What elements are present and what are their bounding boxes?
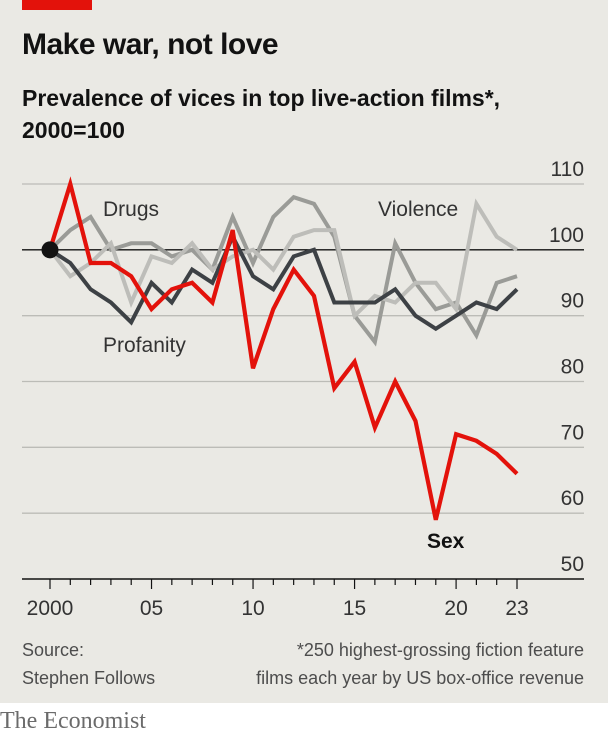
baseline-origin-dot	[41, 241, 59, 259]
x-tick-label: 15	[343, 597, 366, 620]
series-label-profanity: Profanity	[103, 334, 186, 357]
source-line-2: Stephen Follows	[22, 668, 156, 688]
series-label-sex: Sex	[427, 530, 465, 553]
footnote-line-2: films each year by US box-office revenue	[256, 668, 584, 688]
y-tick-label: 70	[561, 421, 584, 444]
footnote: *250 highest-grossing fiction feature fi…	[256, 636, 584, 692]
chart-panel	[0, 0, 608, 703]
series-label-violence: Violence	[378, 198, 458, 221]
brand-wordmark: The Economist	[0, 708, 146, 734]
grid-layer: 50 60 70 80 90 100 110 2000 05 10 15 20 23	[22, 158, 584, 620]
line-chart: 50 60 70 80 90 100 110 2000 05 10 15 20 23 Drugs Vio…	[22, 158, 584, 620]
y-tick-label: 90	[561, 290, 584, 313]
series-line-violence	[48, 198, 519, 320]
series-line-drugs	[48, 194, 518, 347]
y-tick-label: 50	[561, 553, 584, 576]
x-tick-label: 23	[505, 597, 528, 620]
chart-title: Make war, not love	[22, 28, 279, 61]
chart-subtitle: Prevalence of vices in top live-action f…	[22, 82, 582, 146]
source-line-1: Source:	[22, 640, 85, 660]
subtitle-line-1: Prevalence of vices in top live-action f…	[22, 85, 501, 111]
x-tick-label: 10	[241, 597, 264, 620]
label-layer: Drugs Violence Profanity Sex	[103, 198, 465, 553]
y-tick-label: 80	[561, 356, 584, 379]
y-tick-label: 110	[551, 158, 584, 181]
y-tick-label: 100	[549, 224, 584, 247]
series-line-profanity	[48, 232, 519, 332]
brand-red-tag	[22, 0, 92, 10]
subtitle-line-2: 2000=100	[22, 117, 125, 143]
series-label-drugs: Drugs	[103, 198, 159, 221]
x-tick-label: 20	[444, 597, 467, 620]
y-tick-label: 60	[561, 487, 584, 510]
source-note: Source: Stephen Follows	[22, 636, 155, 692]
series-line-sex	[47, 176, 519, 521]
footnote-line-1: *250 highest-grossing fiction feature	[296, 640, 584, 660]
x-tick-label: 05	[140, 597, 163, 620]
x-tick-label: 2000	[27, 597, 74, 620]
series-layer	[41, 176, 519, 521]
